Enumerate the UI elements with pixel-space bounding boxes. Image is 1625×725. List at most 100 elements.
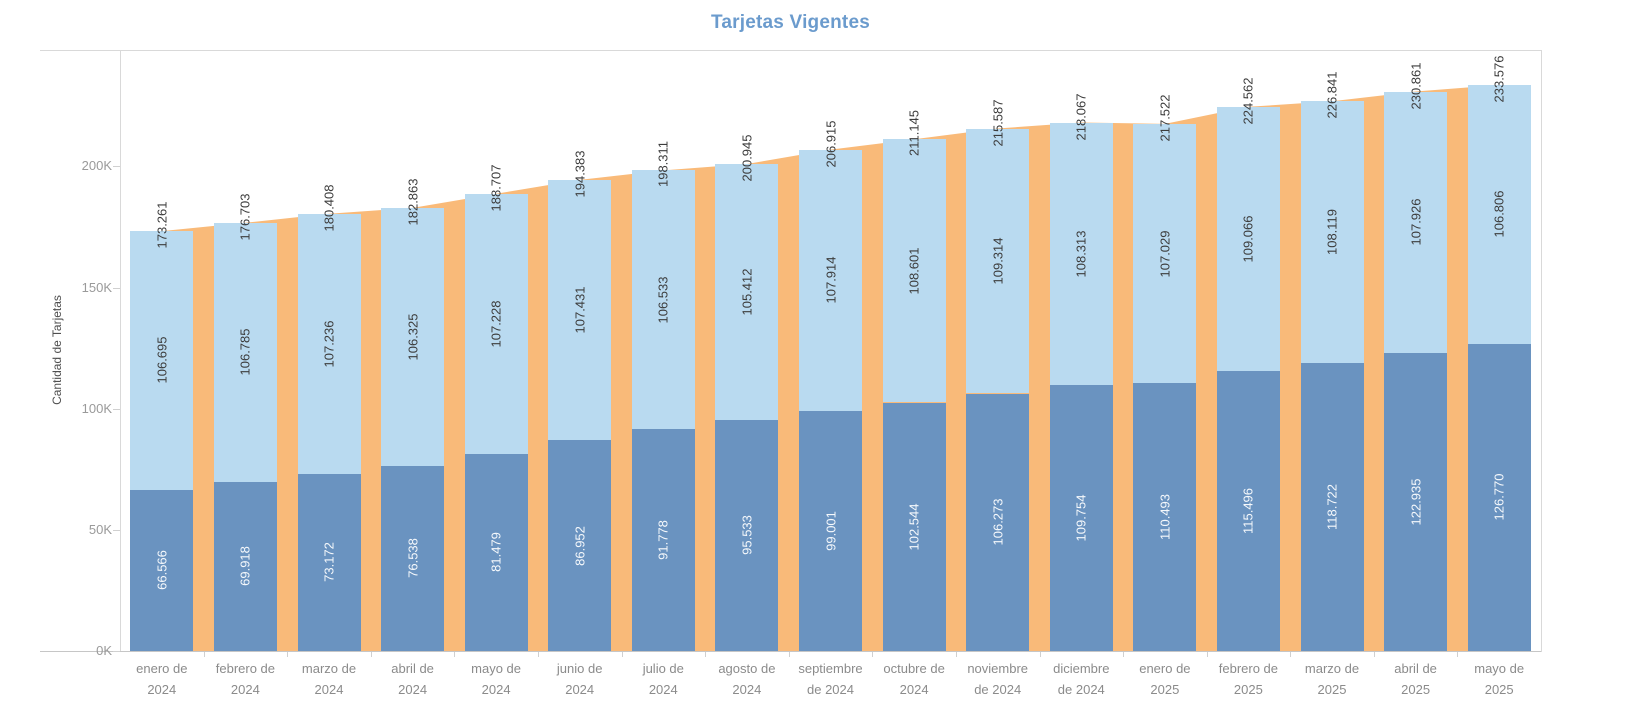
x-axis-label-line1: mayo de <box>471 661 522 676</box>
bar-segment-bottom[interactable] <box>1300 363 1364 651</box>
bar-segment-top[interactable] <box>1049 122 1113 385</box>
bar-segment-top[interactable] <box>297 213 361 474</box>
x-axis-label-line1: abril de <box>391 661 434 676</box>
y-tick-mark <box>113 529 120 531</box>
x-boundary-tick <box>621 652 623 657</box>
bar-segment-bottom[interactable] <box>1133 383 1197 651</box>
x-axis-label-line2: de 2024 <box>807 682 854 697</box>
plot-right-border <box>1541 50 1542 652</box>
x-boundary-tick <box>1123 652 1125 657</box>
x-boundary-tick <box>537 652 539 657</box>
x-axis-label[interactable]: octubre de 2024 <box>862 658 966 700</box>
y-axis-title: Cantidad de Tarjetas <box>50 295 64 405</box>
x-axis-label-line1: enero de <box>136 661 188 676</box>
x-axis-label-line2: de 2024 <box>1057 682 1105 697</box>
x-axis-label-line2: 2024 <box>147 682 177 697</box>
y-tick-label: 0K <box>96 643 112 658</box>
x-axis-label-line1: marzo de <box>301 661 357 676</box>
x-axis-label[interactable]: enero de 2025 <box>1113 658 1217 700</box>
x-axis-label[interactable]: diciembre de 2024 <box>1029 658 1133 700</box>
bar-segment-bottom[interactable] <box>1049 385 1113 651</box>
bar-segment-top[interactable] <box>548 179 612 441</box>
bar-segment-top[interactable] <box>715 164 779 420</box>
x-axis-label[interactable]: febrero de 2025 <box>1196 658 1300 700</box>
bar-segment-top[interactable] <box>1133 123 1197 384</box>
bar-segment-top[interactable] <box>1216 106 1280 372</box>
x-axis-label[interactable]: junio de 2024 <box>528 658 632 700</box>
x-axis-label-line1: noviembre <box>967 661 1029 676</box>
bar-segment-top[interactable] <box>1467 85 1531 344</box>
bar-segment-top[interactable] <box>1384 91 1448 353</box>
x-axis-label-line1: julio de <box>642 661 684 676</box>
bar-segment-bottom[interactable] <box>799 411 862 651</box>
x-axis-label-line1: octubre de <box>883 661 945 676</box>
bar-segment-top[interactable] <box>882 139 946 403</box>
x-axis-label[interactable]: febrero de 2024 <box>193 658 297 700</box>
bar-segment-top[interactable] <box>213 222 277 482</box>
x-axis-label-line1: mayo de <box>1474 661 1525 676</box>
chart-title: Tarjetas Vigentes <box>711 12 870 33</box>
x-axis-label-line2: 2025 <box>1233 682 1263 697</box>
x-boundary-tick <box>287 652 289 657</box>
x-axis-label[interactable]: mayo de 2024 <box>444 658 548 700</box>
x-boundary-tick <box>1039 652 1041 657</box>
y-tick-mark <box>113 287 120 289</box>
plot-top-border <box>40 50 1541 51</box>
x-axis-label[interactable]: abril de 2024 <box>361 658 465 700</box>
bar-segment-bottom[interactable] <box>1384 353 1448 651</box>
y-tick-label: 150K <box>81 279 112 295</box>
x-axis-label-line2: 2025 <box>1150 682 1180 697</box>
bar-segment-bottom[interactable] <box>882 402 946 651</box>
x-axis-label[interactable]: noviembre de 2024 <box>946 658 1050 700</box>
x-axis-label-line2: 2024 <box>398 682 428 697</box>
x-boundary-tick <box>788 652 790 657</box>
x-boundary-tick <box>370 652 372 657</box>
bar-segment-bottom[interactable] <box>464 453 528 651</box>
bar-segment-bottom[interactable] <box>1467 343 1531 651</box>
x-boundary-tick <box>203 652 205 657</box>
bar-segment-bottom[interactable] <box>1216 371 1280 651</box>
x-axis-label[interactable]: julio de 2024 <box>611 658 715 700</box>
bar-segment-bottom[interactable] <box>297 473 361 651</box>
bar-segment-top[interactable] <box>130 231 194 490</box>
x-axis-label-line2: 2024 <box>230 682 260 697</box>
bar-segment-bottom[interactable] <box>548 440 612 651</box>
x-axis-label[interactable]: marzo de 2024 <box>277 658 381 700</box>
x-axis-label-line2: de 2024 <box>974 682 1022 697</box>
x-axis-label[interactable]: abril de 2025 <box>1364 658 1468 700</box>
x-axis-label[interactable]: agosto de 2024 <box>695 658 799 700</box>
x-axis-label[interactable]: marzo de 2025 <box>1280 658 1384 700</box>
x-axis-label[interactable]: septiembre de 2024 <box>779 658 883 700</box>
x-axis-label-line2: 2024 <box>648 682 678 697</box>
bar-segment-bottom[interactable] <box>213 481 277 651</box>
bar-segment-top[interactable] <box>799 149 862 412</box>
x-axis-label-line1: abril de <box>1394 661 1437 676</box>
bar-segment-bottom[interactable] <box>130 489 194 651</box>
x-axis-label[interactable]: mayo de 2025 <box>1447 658 1551 700</box>
x-axis-label-line2: 2025 <box>1401 682 1431 697</box>
x-axis-label-line1: marzo de <box>1304 661 1360 676</box>
x-boundary-tick <box>705 652 707 657</box>
bar-segment-bottom[interactable] <box>631 428 695 651</box>
x-axis-label-line2: 2024 <box>314 682 344 697</box>
x-axis-label-line1: septiembre <box>798 661 863 676</box>
y-tick-mark <box>113 408 120 410</box>
x-axis-label-line2: 2025 <box>1484 682 1514 697</box>
x-axis-label-line1: febrero de <box>1218 661 1279 676</box>
bar-segment-bottom[interactable] <box>715 419 779 651</box>
bar-segment-top[interactable] <box>966 128 1030 394</box>
x-boundary-tick <box>1373 652 1375 657</box>
bar-segment-bottom[interactable] <box>966 393 1030 651</box>
x-axis-label-line2: 2025 <box>1317 682 1347 697</box>
bar-segment-top[interactable] <box>1300 101 1364 364</box>
bar-segment-bottom[interactable] <box>381 465 445 651</box>
x-boundary-tick <box>1206 652 1208 657</box>
bar-segment-top[interactable] <box>381 207 445 466</box>
bar-segment-top[interactable] <box>464 193 528 454</box>
y-tick-label: 50K <box>88 521 112 537</box>
x-axis-label-line1: enero de <box>1139 661 1191 676</box>
bar-segment-top[interactable] <box>631 170 695 429</box>
x-axis-label[interactable]: enero de 2024 <box>110 658 214 700</box>
x-boundary-tick <box>1457 652 1459 657</box>
